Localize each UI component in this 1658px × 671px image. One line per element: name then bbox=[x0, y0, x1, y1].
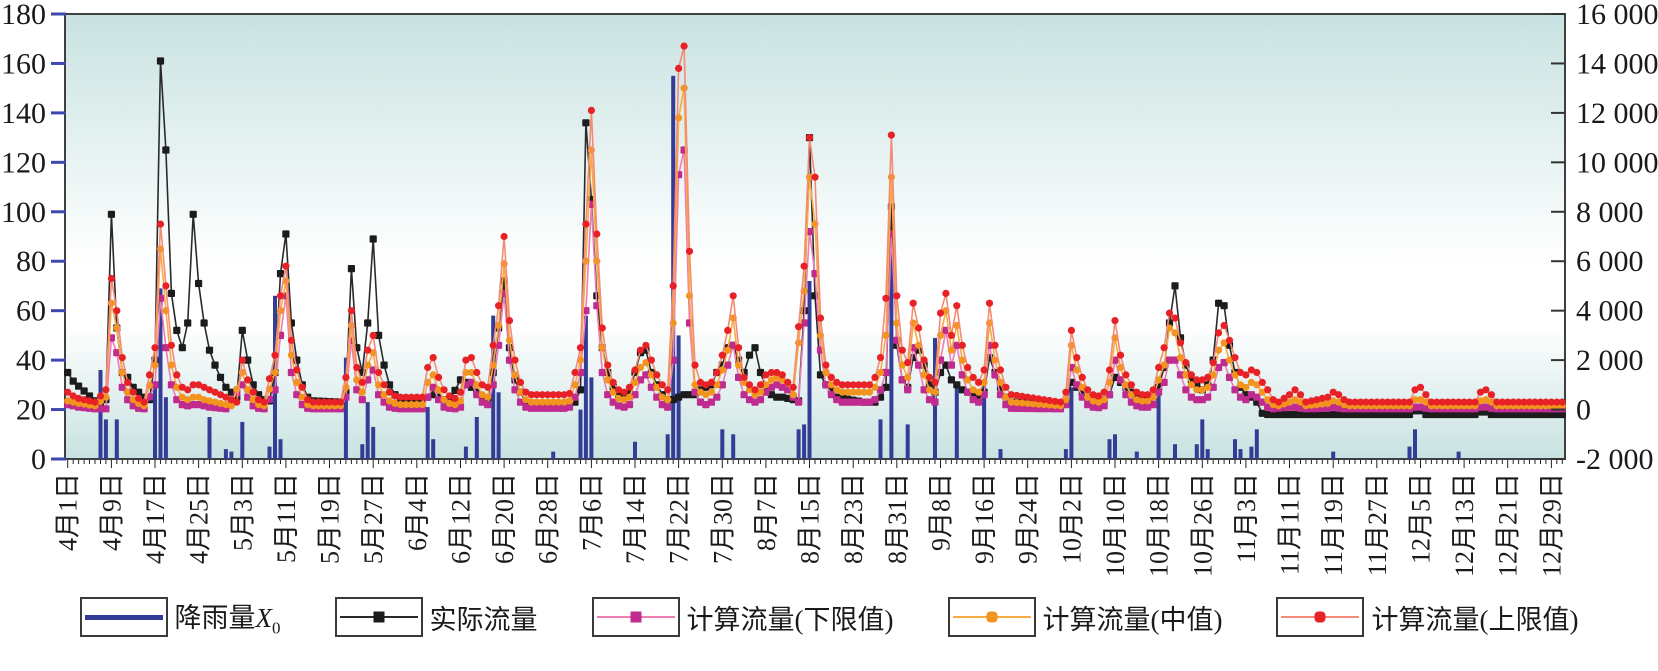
svg-text:60: 60 bbox=[16, 295, 46, 328]
svg-text:6月4日: 6月4日 bbox=[403, 473, 432, 551]
svg-text:10月2日: 10月2日 bbox=[1057, 473, 1086, 564]
svg-text:12月29日: 12月29日 bbox=[1537, 473, 1566, 577]
svg-text:4月9日: 4月9日 bbox=[97, 473, 126, 551]
computed-lower-line-sample bbox=[591, 597, 680, 638]
svg-text:40: 40 bbox=[16, 344, 46, 377]
computed-median-line-sample bbox=[947, 597, 1036, 638]
svg-text:140: 140 bbox=[1, 97, 46, 130]
svg-text:14 000: 14 000 bbox=[1576, 47, 1658, 80]
legend-item-computed-upper: 计算流量(上限值) bbox=[1276, 597, 1579, 638]
legend-label-computed-upper: 计算流量(上限值) bbox=[1371, 604, 1579, 635]
svg-text:7月6日: 7月6日 bbox=[577, 473, 606, 551]
svg-text:8月23日: 8月23日 bbox=[839, 473, 868, 564]
svg-text:6月12日: 6月12日 bbox=[446, 473, 475, 564]
svg-text:5月19日: 5月19日 bbox=[316, 473, 345, 564]
svg-text:11月19日: 11月19日 bbox=[1319, 473, 1348, 576]
svg-text:-2 000: -2 000 bbox=[1576, 443, 1654, 476]
chart-legend: 降雨量X0 实际流量 计算流量(下限值) 计算流量(中值) 计算流量(上限值) bbox=[0, 596, 1658, 638]
rainfall-line-sample bbox=[79, 597, 168, 638]
svg-text:9月8日: 9月8日 bbox=[926, 473, 955, 551]
svg-text:12 000: 12 000 bbox=[1576, 97, 1658, 130]
legend-item-computed-lower: 计算流量(下限值) bbox=[591, 597, 894, 638]
svg-text:20: 20 bbox=[16, 394, 46, 427]
actual-flow-line-sample bbox=[334, 597, 423, 638]
svg-text:5月27日: 5月27日 bbox=[359, 473, 388, 564]
svg-text:5月11日: 5月11日 bbox=[272, 473, 301, 563]
svg-text:12月13日: 12月13日 bbox=[1450, 473, 1479, 577]
svg-text:7月14日: 7月14日 bbox=[621, 473, 650, 564]
svg-text:16 000: 16 000 bbox=[1576, 0, 1658, 31]
svg-text:12月21日: 12月21日 bbox=[1494, 473, 1523, 577]
legend-label-computed-lower: 计算流量(下限值) bbox=[686, 604, 894, 635]
svg-text:11月3日: 11月3日 bbox=[1232, 473, 1261, 563]
legend-label-actual-flow: 实际流量 bbox=[429, 604, 538, 635]
svg-text:10月10日: 10月10日 bbox=[1101, 473, 1130, 577]
svg-text:4 000: 4 000 bbox=[1576, 295, 1644, 328]
svg-text:11月11日: 11月11日 bbox=[1276, 473, 1305, 575]
computed-upper-line-sample bbox=[1276, 597, 1365, 638]
svg-text:6月20日: 6月20日 bbox=[490, 473, 519, 564]
svg-text:9月16日: 9月16日 bbox=[970, 473, 999, 564]
legend-item-actual-flow: 实际流量 bbox=[334, 597, 538, 638]
svg-text:4月1日: 4月1日 bbox=[54, 473, 83, 551]
svg-text:12月5日: 12月5日 bbox=[1406, 473, 1435, 564]
svg-text:180: 180 bbox=[1, 0, 46, 31]
chart-plot-area: 180 160 140 120 100 80 60 40 20 0 16 000 14 000 12 0… bbox=[1, 0, 1658, 577]
legend-label-computed-median: 计算流量(中值) bbox=[1042, 604, 1223, 635]
svg-text:100: 100 bbox=[1, 196, 46, 229]
svg-text:2 000: 2 000 bbox=[1576, 344, 1644, 377]
legend-item-computed-median: 计算流量(中值) bbox=[947, 597, 1223, 638]
svg-text:10月26日: 10月26日 bbox=[1188, 473, 1217, 577]
svg-text:6月28日: 6月28日 bbox=[534, 473, 563, 564]
svg-text:10月18日: 10月18日 bbox=[1145, 473, 1174, 577]
svg-text:7月22日: 7月22日 bbox=[665, 473, 694, 564]
svg-text:160: 160 bbox=[1, 47, 46, 80]
svg-text:120: 120 bbox=[1, 146, 46, 179]
legend-label-rainfall: 降雨量X0 bbox=[174, 603, 281, 638]
legend-item-rainfall: 降雨量X0 bbox=[79, 596, 281, 638]
svg-text:5月3日: 5月3日 bbox=[228, 473, 257, 551]
svg-text:8 000: 8 000 bbox=[1576, 196, 1644, 229]
svg-text:4月25日: 4月25日 bbox=[185, 473, 214, 564]
svg-text:8月7日: 8月7日 bbox=[752, 473, 781, 551]
svg-text:11月27日: 11月27日 bbox=[1363, 473, 1392, 576]
svg-text:9月24日: 9月24日 bbox=[1014, 473, 1043, 564]
svg-text:0: 0 bbox=[31, 443, 46, 476]
svg-text:10 000: 10 000 bbox=[1576, 146, 1658, 179]
svg-text:0: 0 bbox=[1576, 394, 1591, 427]
svg-text:7月30日: 7月30日 bbox=[708, 473, 737, 564]
svg-text:8月31日: 8月31日 bbox=[883, 473, 912, 564]
svg-text:6 000: 6 000 bbox=[1576, 245, 1644, 278]
svg-text:4月17日: 4月17日 bbox=[141, 473, 170, 564]
svg-text:8月15日: 8月15日 bbox=[796, 473, 825, 564]
svg-text:80: 80 bbox=[16, 245, 46, 278]
